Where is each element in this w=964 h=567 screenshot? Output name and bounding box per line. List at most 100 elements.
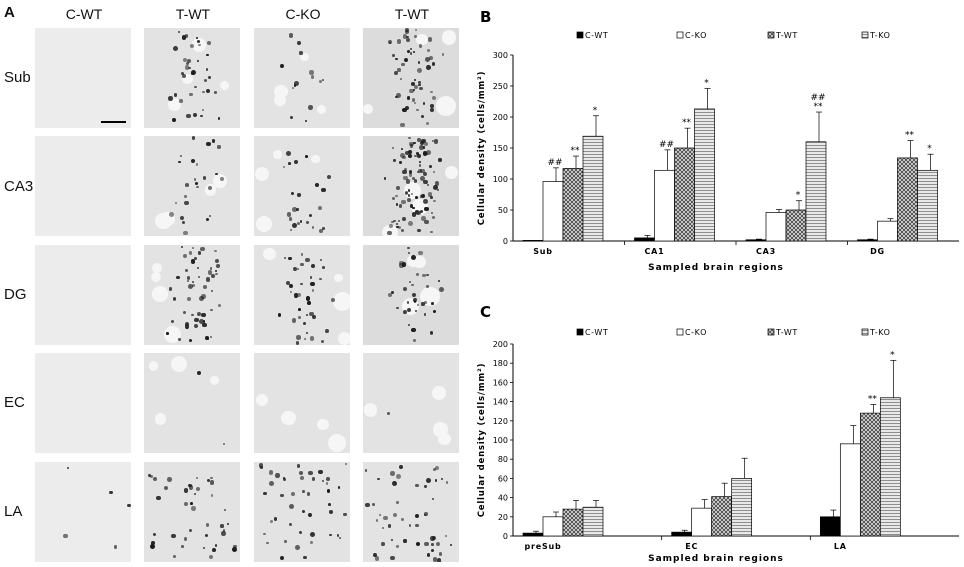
stained-cell bbox=[409, 52, 413, 55]
stained-cell bbox=[336, 534, 339, 537]
stained-cell bbox=[309, 336, 315, 342]
micrograph-tile bbox=[363, 245, 459, 345]
stained-cell bbox=[197, 251, 202, 255]
stained-cell bbox=[182, 253, 188, 259]
stained-cell bbox=[189, 44, 194, 49]
bar bbox=[877, 220, 898, 242]
bar bbox=[731, 478, 753, 537]
stained-cell bbox=[109, 490, 113, 495]
stained-cell bbox=[172, 297, 176, 301]
stained-cell bbox=[409, 88, 414, 94]
y-tick-label: 100 bbox=[493, 175, 508, 184]
stained-cell bbox=[375, 556, 380, 561]
stained-cell bbox=[174, 93, 178, 97]
stained-cell bbox=[408, 150, 412, 154]
stained-cell bbox=[426, 478, 432, 483]
stained-cell bbox=[424, 142, 429, 147]
stained-cell bbox=[188, 339, 192, 343]
stained-cell bbox=[398, 204, 403, 208]
stained-cell bbox=[294, 293, 299, 298]
stained-cell bbox=[299, 51, 303, 55]
stained-cell bbox=[197, 311, 202, 317]
tissue-blob bbox=[327, 433, 346, 453]
stained-cell bbox=[200, 115, 203, 118]
stained-cell bbox=[184, 200, 189, 206]
tissue-blob bbox=[415, 33, 428, 46]
column-header-t-wt: T-WT bbox=[175, 6, 211, 22]
stained-cell bbox=[418, 164, 421, 167]
bar bbox=[522, 532, 544, 537]
stained-cell bbox=[414, 154, 417, 158]
stained-cell bbox=[402, 216, 406, 221]
stained-cell bbox=[183, 501, 188, 506]
stained-cell bbox=[439, 287, 445, 293]
tissue-blob bbox=[281, 410, 296, 426]
stained-cell bbox=[420, 176, 426, 182]
stained-cell bbox=[379, 513, 382, 516]
stained-cell bbox=[299, 470, 304, 476]
stained-cell bbox=[307, 512, 313, 518]
stained-cell bbox=[432, 557, 438, 562]
stained-cell bbox=[206, 337, 210, 340]
stained-cell bbox=[181, 35, 187, 40]
stained-cell bbox=[296, 208, 299, 211]
stained-cell bbox=[193, 256, 198, 261]
stained-cell bbox=[408, 154, 412, 158]
stained-cell bbox=[178, 338, 181, 341]
stained-cell bbox=[179, 99, 183, 103]
stained-cell bbox=[440, 477, 443, 481]
stained-cell bbox=[416, 108, 419, 112]
stained-cell bbox=[205, 277, 211, 283]
stained-cell bbox=[412, 51, 415, 54]
stained-cell bbox=[183, 230, 188, 236]
stained-cell bbox=[433, 138, 439, 144]
stained-cell bbox=[398, 464, 403, 469]
scale-bar bbox=[101, 121, 126, 123]
stained-cell bbox=[422, 151, 427, 156]
stained-cell bbox=[416, 211, 421, 216]
stained-cell bbox=[182, 58, 187, 63]
stained-cell bbox=[383, 515, 388, 521]
y-tick-label: 200 bbox=[493, 340, 508, 349]
stained-cell bbox=[393, 219, 396, 223]
stained-cell bbox=[432, 309, 437, 314]
stained-cell bbox=[415, 272, 419, 276]
stained-cell bbox=[126, 503, 131, 508]
bar-chart-c: C C-WT C-KO T-WT T-KO 0 20 40 60 80 100 120 140 160 18… bbox=[477, 303, 959, 564]
stained-cell bbox=[403, 167, 408, 172]
stained-cell bbox=[387, 230, 392, 236]
stained-cell bbox=[411, 255, 417, 261]
stained-cell bbox=[414, 29, 417, 32]
stained-cell bbox=[331, 298, 335, 302]
legend-item: T-WT bbox=[767, 328, 797, 337]
panel-letter: B bbox=[480, 8, 491, 26]
column-header-c-ko: C-KO bbox=[285, 6, 321, 22]
stained-cell bbox=[372, 552, 378, 558]
stained-cell bbox=[222, 529, 226, 532]
stained-cell bbox=[290, 491, 295, 496]
stained-cell bbox=[409, 144, 414, 148]
stained-cell bbox=[310, 281, 315, 287]
stained-cell bbox=[174, 202, 177, 205]
stained-cell bbox=[418, 161, 421, 164]
stained-cell bbox=[421, 216, 426, 221]
tissue-blob bbox=[441, 29, 457, 45]
micrograph-tile bbox=[363, 462, 459, 562]
stained-cell bbox=[180, 215, 185, 220]
legend-label: C-KO bbox=[685, 328, 707, 337]
stained-cell bbox=[421, 115, 425, 119]
stained-cell bbox=[188, 485, 194, 490]
stained-cell bbox=[407, 189, 411, 192]
significance-mark: * bbox=[890, 350, 895, 360]
stained-cell bbox=[279, 555, 285, 560]
tissue-blob bbox=[168, 98, 182, 112]
stained-cell bbox=[173, 45, 179, 51]
stained-cell bbox=[203, 285, 208, 290]
stained-cell bbox=[438, 158, 442, 162]
stained-cell bbox=[198, 43, 202, 47]
tissue-blob bbox=[334, 273, 343, 283]
stained-cell bbox=[188, 251, 193, 255]
bar bbox=[819, 516, 841, 537]
stained-cell bbox=[280, 493, 284, 498]
stained-cell bbox=[307, 301, 311, 305]
